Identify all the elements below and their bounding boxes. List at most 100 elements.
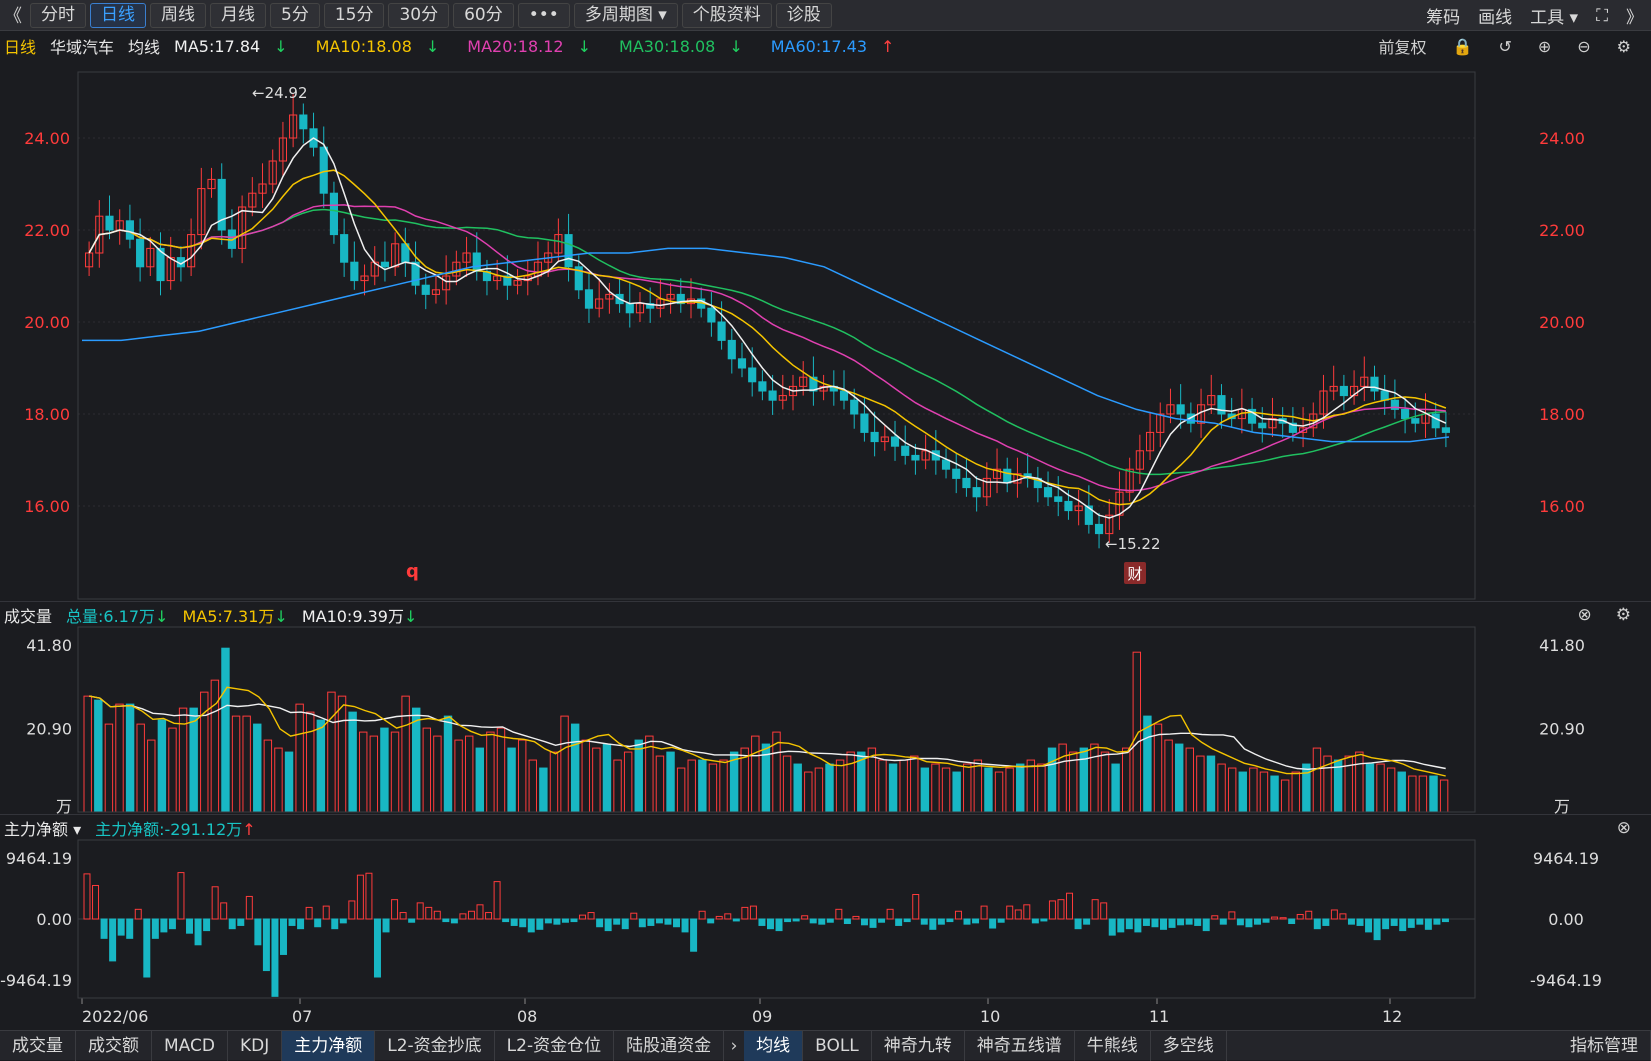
volume-bar [337,695,347,813]
overlay-tab-4[interactable]: 牛熊线 [1075,1030,1151,1061]
gear-icon[interactable]: ⚙ [1615,605,1631,625]
candle-body [941,459,951,470]
netflow-bar [852,915,860,920]
chart-tool-3[interactable]: ⊕ [1537,36,1552,56]
candle-body [1207,395,1216,406]
netflow-title[interactable]: 主力净额 ▾ [4,819,82,839]
overlay-tab-3[interactable]: 神奇五线谱 [965,1030,1075,1061]
back-icon[interactable]: 《 [4,6,22,27]
period-button-11[interactable]: 诊股 [775,2,832,28]
indicator-tab-0[interactable]: 成交量 [0,1030,76,1061]
next-arrow-icon[interactable]: › [730,1035,738,1056]
volume-bar [253,723,262,813]
netflow-bar [143,918,151,978]
candle-body [1135,450,1144,470]
toolbar-right-item-2[interactable]: 工具 ▾ [1530,8,1579,28]
chart-tool-0[interactable]: 前复权 [1378,38,1427,57]
candle-body [1186,413,1195,424]
netflow-bar [1271,916,1279,920]
netflow-bar [391,899,399,920]
period-button-10[interactable]: 个股资料 [681,2,772,28]
volume-bar [348,711,357,813]
volume-bar [1026,759,1036,813]
volume-bar [1312,747,1322,813]
volume-bar [517,739,527,813]
chart-tool-2[interactable]: ↺ [1498,36,1512,56]
toolbar-right-item-4[interactable]: 》 [1626,8,1643,28]
price-tick-left: 24.00 [24,129,70,148]
netflow-bar [1040,918,1048,922]
volume-bar [306,711,315,813]
netflow-bar [963,918,971,925]
indicator-tab-4[interactable]: 主力净额 [282,1030,376,1061]
period-button-0[interactable]: 分时 [30,2,86,28]
volume-bar [168,727,177,813]
stock-name[interactable]: 华域汽车 [50,38,115,57]
date-tick: 11 [1149,1007,1169,1026]
netflow-bar [655,918,663,924]
netflow-bar [809,918,817,924]
volume-bar [422,727,432,813]
toolbar-right-item-0[interactable]: 筹码 [1426,8,1461,28]
period-button-8[interactable]: ••• [517,2,570,28]
volume-ma5-line [89,686,1446,777]
volume-bar [1291,771,1300,813]
netflow-tick-left: 9464.19 [6,849,72,868]
period-button-2[interactable]: 周线 [150,2,206,28]
netflow-bar [186,918,194,934]
toolbar-right-item-1[interactable]: 画线 [1478,8,1513,28]
netflow-bar [570,918,578,923]
volume-bar [899,759,908,813]
volume-bar [295,703,304,813]
period-button-7[interactable]: 60分 [453,2,514,28]
netflow-bar [1373,918,1381,941]
indicator-manage-tab[interactable]: 指标管理 [1558,1030,1651,1061]
candle-body [860,413,869,433]
period-button-6[interactable]: 30分 [388,2,450,28]
indicator-tab-5[interactable]: L2-资金抄底 [375,1030,495,1061]
netflow-bar [271,918,279,997]
period-button-1[interactable]: 日线 [90,2,146,28]
period-button-9[interactable]: 多周期图 ▾ [573,2,678,28]
netflow-bar [1100,902,1108,920]
netflow-bar [1091,899,1099,920]
chart-tool-1[interactable]: 🔒 [1452,36,1473,56]
chart-tool-5[interactable]: ⚙ [1616,36,1631,56]
netflow-bar [1288,918,1296,925]
ma-label[interactable]: 均线 [128,38,161,57]
indicator-tab-2[interactable]: MACD [152,1030,228,1061]
chart-tool-4[interactable]: ⊖ [1577,36,1591,56]
overlay-tab-1[interactable]: BOLL [803,1030,872,1061]
candle-body [1156,413,1165,433]
overlay-tab-2[interactable]: 神奇九转 [872,1030,965,1061]
period-button-3[interactable]: 月线 [210,2,266,28]
candle-body [1380,390,1389,401]
netflow-bar [288,918,296,926]
overlay-tab-0[interactable]: 均线 [744,1030,804,1061]
toolbar-right-item-3[interactable]: ⛶ [1596,5,1608,26]
indicator-tab-7[interactable]: 陆股通资金 [614,1030,725,1061]
volume-title[interactable]: 成交量 [4,606,53,626]
netflow-bar [211,886,219,920]
overlay-tab-5[interactable]: 多空线 [1151,1030,1227,1061]
period-button-5[interactable]: 15分 [323,2,385,28]
candle-body [1064,500,1073,512]
candle-body [758,381,767,392]
candle-body [666,293,675,300]
close-icon[interactable]: ⊗ [1577,605,1592,625]
candle-body [737,358,747,369]
candle-body [238,206,247,249]
indicator-tab-6[interactable]: L2-资金仓位 [495,1030,615,1061]
close-icon[interactable]: ⊗ [1616,818,1631,838]
netflow-bar [1117,918,1125,933]
netflow-bar [946,918,954,923]
candle-body [646,303,655,309]
indicator-tab-3[interactable]: KDJ [228,1030,283,1061]
indicator-tab-1[interactable]: 成交额 [76,1030,152,1061]
netflow-bar [1151,918,1159,928]
period-button-4[interactable]: 5分 [270,2,320,28]
netflow-bar [228,918,236,930]
candle-body [1094,523,1104,535]
netflow-tick-right: 9464.19 [1533,849,1599,868]
volume-bar [1164,739,1173,813]
